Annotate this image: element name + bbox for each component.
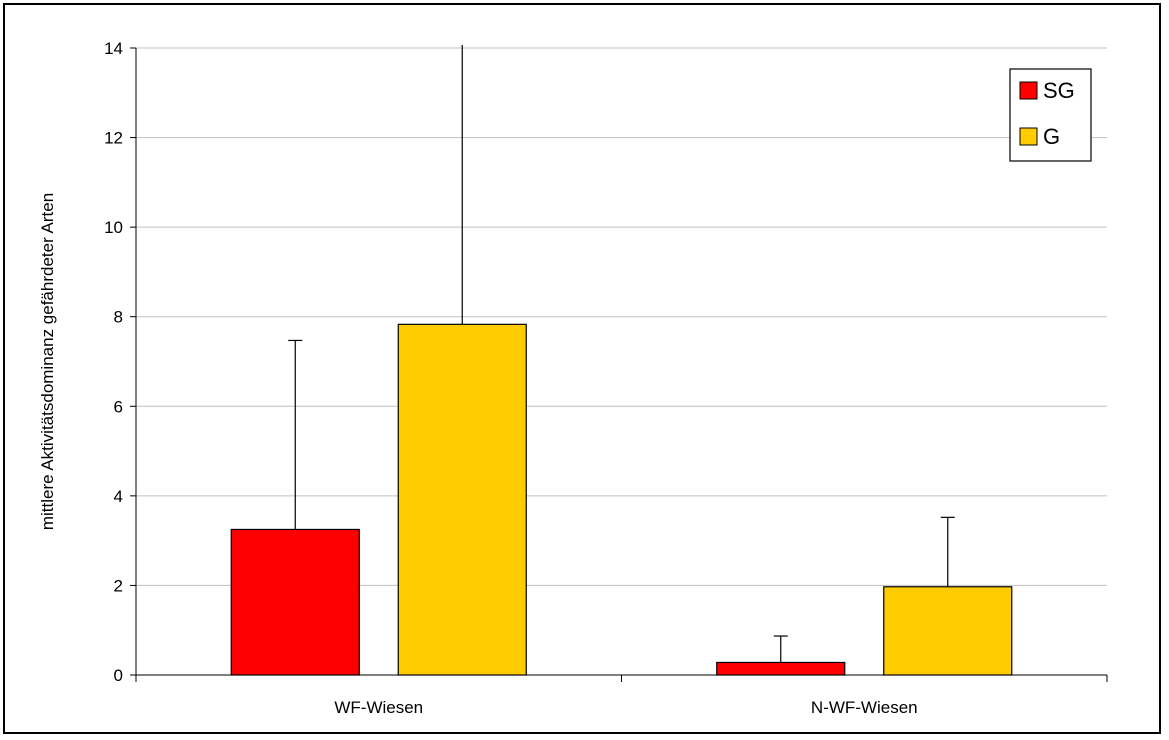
y-tick-label: 4	[114, 487, 123, 506]
x-tick-label: N-WF-Wiesen	[811, 698, 918, 717]
y-tick-label: 12	[104, 129, 123, 148]
legend-label-sg: SG	[1043, 78, 1075, 103]
legend-swatch-g	[1019, 127, 1038, 146]
y-tick-label: 6	[114, 397, 123, 416]
y-tick-label: 2	[114, 576, 123, 595]
legend: SG G	[1009, 68, 1092, 162]
gridlines	[136, 47, 1107, 586]
error-bars	[288, 45, 955, 663]
bar-g-0	[397, 323, 527, 676]
y-tick-label: 0	[114, 666, 123, 685]
y-tick-label: 14	[104, 39, 123, 58]
legend-swatch-sg	[1019, 81, 1038, 100]
y-tick-label: 8	[114, 308, 123, 327]
x-tick-label: WF-Wiesen	[334, 698, 423, 717]
bar-g-1	[883, 586, 1013, 676]
y-tick-label: 10	[104, 218, 123, 237]
y-tick-labels: 0 2 4 6 8 10 12 14	[104, 39, 123, 685]
bar-sg-1	[716, 661, 846, 676]
legend-label-g: G	[1043, 124, 1060, 149]
bars	[230, 323, 1013, 676]
bar-sg-0	[230, 528, 360, 676]
x-tick-labels: WF-Wiesen N-WF-Wiesen	[334, 698, 917, 717]
axes	[130, 47, 1108, 682]
y-axis-title: mittlere Aktivitätsdominanz gefährdeter …	[38, 193, 57, 530]
